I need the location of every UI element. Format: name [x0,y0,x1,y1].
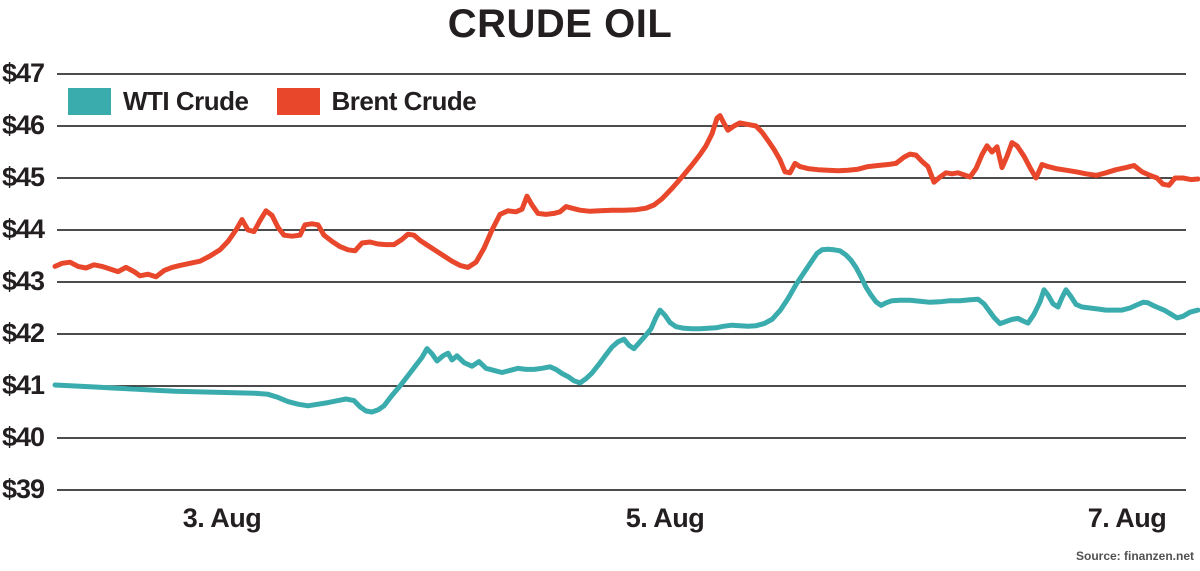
legend-item-brent[interactable]: Brent Crude [276,86,477,117]
legend-label-wti: WTI Crude [123,86,249,116]
series-line-wti-crude [52,246,1200,415]
series-line-brent-crude [52,113,1200,280]
y-tick-label-41: $41 [2,369,45,400]
y-tick-label-47: $47 [2,57,45,88]
y-tick-label-40: $40 [2,421,45,452]
source-note: Source: finanzen.net [1075,549,1194,563]
wti-swatch-icon [68,88,111,115]
y-tick-label-44: $44 [2,213,45,244]
x-tick-label-3: 7. Aug [1087,503,1167,533]
y-tick-label-42: $42 [2,317,45,348]
y-tick-label-43: $43 [2,265,45,296]
legend: WTI Crude Brent Crude [68,86,477,117]
brent-swatch-icon [276,88,320,115]
y-tick-label-39: $39 [2,473,45,504]
x-tick-label-1: 3. Aug [182,503,262,533]
y-tick-label-46: $46 [2,109,45,140]
x-tick-label-2: 5. Aug [625,503,705,533]
y-tick-label-45: $45 [2,161,45,192]
chart-title: CRUDE OIL [447,2,673,46]
legend-item-wti[interactable]: WTI Crude [68,86,249,117]
legend-label-brent: Brent Crude [331,86,477,116]
